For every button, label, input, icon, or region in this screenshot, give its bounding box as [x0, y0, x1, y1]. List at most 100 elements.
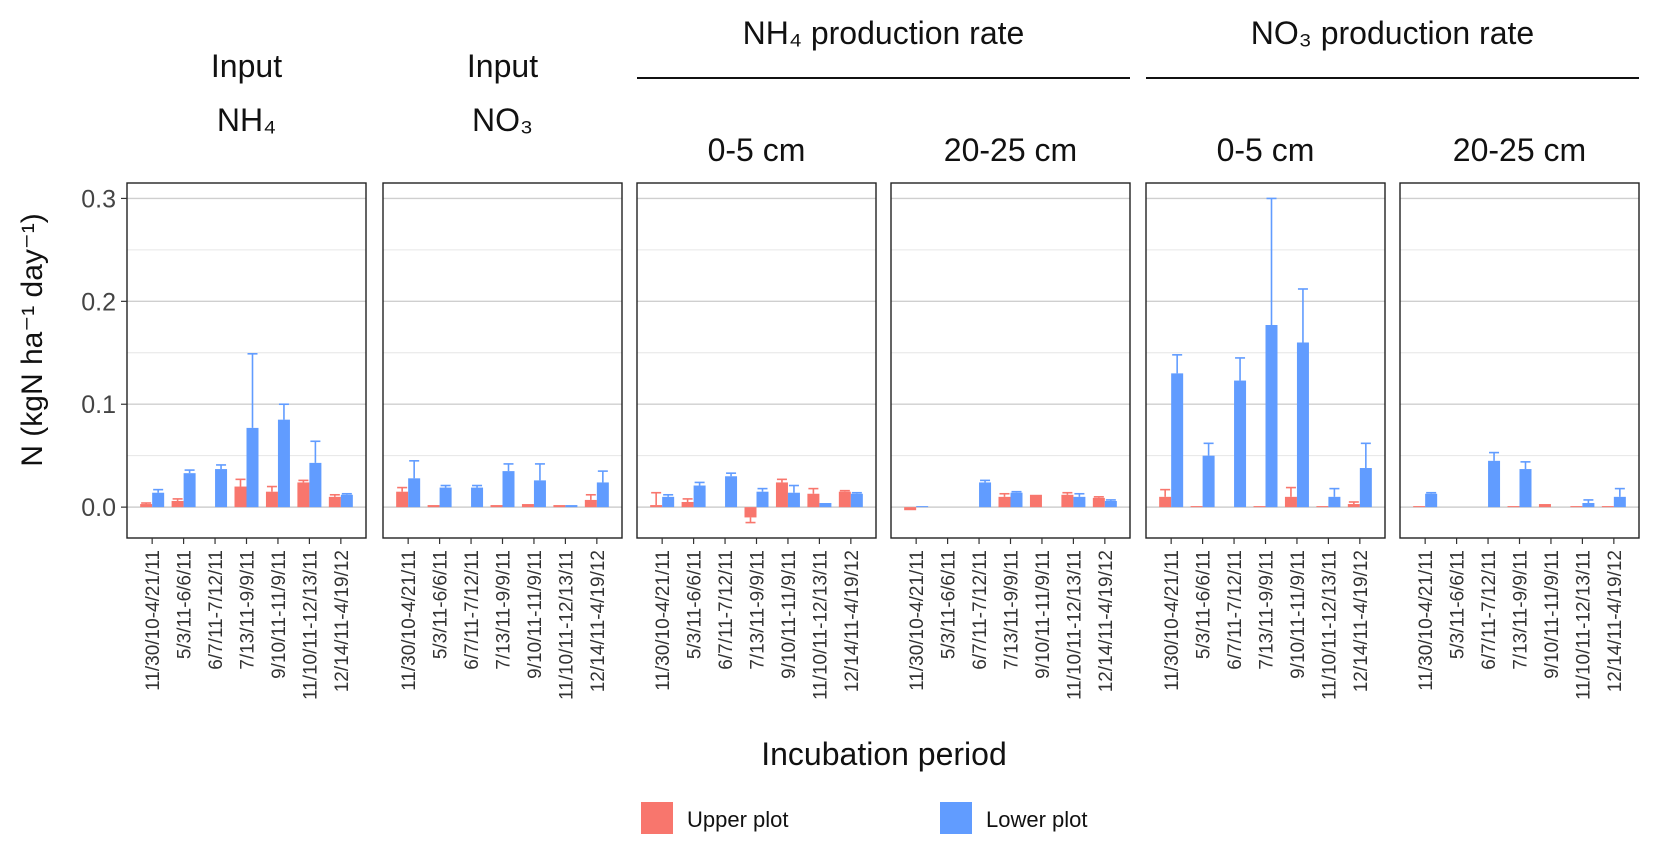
facet-panel: 0-5 cm 11/30/10-4/21/11 5/3/11-6/6/11 6/7/1…: [1145, 132, 1386, 700]
lower-plot-bar: [725, 476, 738, 508]
upper-plot-bar: [171, 500, 184, 508]
lower-plot-bar: [152, 492, 165, 508]
facet-panel: Input NO₃ 11/30/10-4/21/11 5/3/11-6/6/11 6/7…: [382, 48, 623, 700]
x-tick-label: 11/30/10-4/21/11: [653, 550, 674, 691]
upper-plot-bar: [998, 496, 1011, 508]
upper-plot-bar: [1413, 506, 1426, 508]
lower-plot-bar: [1171, 373, 1184, 508]
x-tick-label: 5/3/11-6/6/11: [685, 550, 706, 659]
y-axis: 0.0 0.1 0.2 0.3: [81, 185, 127, 522]
x-tick-label: 11/30/10-4/21/11: [143, 550, 164, 691]
legend-swatch: [641, 802, 673, 834]
lower-plot-bar: [502, 471, 515, 508]
x-tick-label: 11/10/11-12/13/11: [1319, 550, 1340, 700]
x-tick-label: 6/7/11-7/12/11: [716, 550, 737, 670]
lower-plot-bar: [1328, 496, 1341, 508]
lower-plot-bar: [787, 492, 800, 508]
x-tick-label: 6/7/11-7/12/11: [1479, 550, 1500, 670]
upper-plot-bar: [1316, 506, 1329, 508]
panel-title-line2: NH₄: [217, 102, 276, 138]
lower-plot-bar: [340, 494, 353, 508]
x-tick-label: 7/13/11-9/9/11: [1257, 550, 1278, 670]
lower-plot-bar: [439, 487, 452, 508]
legend-label: Upper plot: [687, 807, 789, 832]
lower-plot-bar: [1488, 460, 1501, 508]
y-tick-label: 0.3: [81, 185, 116, 213]
lower-plot-bar: [309, 462, 322, 508]
lower-plot-bar: [916, 506, 929, 508]
x-axis-label: Incubation period: [761, 736, 1007, 772]
facet-panel: 20-25 cm 11/30/10-4/21/11 5/3/11-6/6/11 6/7…: [890, 132, 1131, 700]
x-tick-label: 5/3/11-6/6/11: [939, 550, 960, 659]
lower-plot-bar: [1202, 455, 1215, 508]
x-tick-label: 11/30/10-4/21/11: [907, 550, 928, 691]
upper-plot-bar: [1092, 497, 1105, 508]
upper-plot-bar: [904, 507, 917, 511]
x-tick-label: 11/10/11-12/13/11: [300, 550, 321, 700]
group-header-title: NH₄ production rate: [743, 15, 1025, 51]
y-tick-label: 0.1: [81, 391, 116, 419]
upper-plot-bar: [775, 482, 788, 508]
x-tick-label: 12/14/11-4/19/12: [588, 550, 609, 692]
x-tick-label: 6/7/11-7/12/11: [970, 550, 991, 670]
x-tick-label: 9/10/11-11/9/11: [1542, 550, 1563, 679]
x-tick-label: 7/13/11-9/9/11: [748, 550, 769, 670]
x-tick-label: 9/10/11-11/9/11: [1288, 550, 1309, 679]
lower-plot-bar: [215, 469, 228, 508]
lower-plot-bar: [1104, 500, 1117, 508]
legend-swatch: [940, 802, 972, 834]
chart-panels: Input NH₄ 11/30/10-4/21/11 5/3/11-6/6/11 6/7…: [126, 48, 1640, 700]
x-tick-label: 7/13/11-9/9/11: [494, 550, 515, 670]
group-header-title: NO₃ production rate: [1251, 15, 1534, 51]
x-tick-label: 5/3/11-6/6/11: [1194, 550, 1215, 659]
x-tick-label: 7/13/11-9/9/11: [1511, 550, 1532, 670]
panel-border: [636, 182, 877, 539]
facet-panel: 20-25 cm 11/30/10-4/21/11 5/3/11-6/6/11 6/7…: [1399, 132, 1640, 700]
lower-plot-bar: [693, 485, 706, 508]
lower-plot-bar: [979, 482, 992, 508]
lower-plot-bar: [1073, 496, 1086, 508]
x-tick-label: 12/14/11-4/19/12: [332, 550, 353, 692]
facet-panel: Input NH₄ 11/30/10-4/21/11 5/3/11-6/6/11 6/7…: [126, 48, 367, 700]
x-tick-label: 7/13/11-9/9/11: [1002, 550, 1023, 670]
lower-plot-bar: [850, 493, 863, 508]
upper-plot-bar: [297, 482, 310, 508]
upper-plot-bar: [1029, 494, 1042, 508]
upper-plot-bar: [1538, 504, 1551, 508]
y-tick-label: 0.0: [81, 494, 116, 522]
x-tick-label: 6/7/11-7/12/11: [462, 550, 483, 670]
lower-plot-bar: [1582, 503, 1595, 508]
upper-plot-bar: [1061, 494, 1074, 508]
x-tick-label: 12/14/11-4/19/12: [842, 550, 863, 692]
upper-plot-bar: [744, 507, 757, 518]
upper-plot-bar: [1570, 506, 1583, 508]
lower-plot-bar: [756, 491, 769, 508]
legend: Upper plot Lower plot: [641, 802, 1088, 834]
x-tick-label: 12/14/11-4/19/12: [1605, 550, 1626, 692]
lower-plot-bar: [1359, 468, 1372, 508]
lower-plot-bar: [662, 496, 675, 508]
panel-headers: NH₄ production rate NO₃ production rate: [637, 15, 1639, 79]
upper-plot-bar: [681, 501, 694, 508]
panel-title-line1: Input: [467, 48, 538, 84]
upper-plot-bar: [1253, 506, 1266, 508]
panel-title: 20-25 cm: [1453, 132, 1586, 168]
upper-plot-bar: [1284, 496, 1297, 508]
panel-title-line2: NO₃: [472, 102, 533, 138]
x-tick-label: 6/7/11-7/12/11: [1225, 550, 1246, 670]
lower-plot-bar: [408, 478, 421, 508]
y-axis-label: N (kgN ha⁻¹ day⁻¹): [16, 213, 49, 466]
lower-plot-bar: [1519, 469, 1532, 508]
lower-plot-bar: [277, 419, 290, 508]
upper-plot-bar: [140, 504, 153, 508]
upper-plot-bar: [521, 504, 534, 508]
lower-plot-bar: [246, 427, 259, 508]
panel-title: 20-25 cm: [944, 132, 1077, 168]
upper-plot-bar: [553, 505, 566, 508]
upper-plot-bar: [650, 505, 663, 508]
y-tick-label: 0.2: [81, 288, 116, 316]
panel-title-line1: Input: [211, 48, 282, 84]
x-tick-label: 5/3/11-6/6/11: [431, 550, 452, 659]
lower-plot-bar: [565, 505, 578, 508]
